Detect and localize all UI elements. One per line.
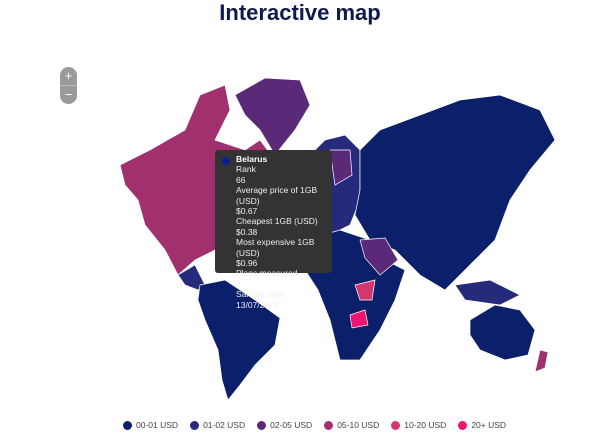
legend-item[interactable]: 02-05 USD [257, 420, 312, 430]
legend-dot-icon [257, 420, 267, 430]
region-southeast-asia[interactable] [454, 279, 521, 306]
tooltip-row: $0.67 [236, 206, 258, 217]
legend-item[interactable]: 20+ USD [458, 420, 506, 430]
zoom-out-button[interactable]: − [60, 85, 77, 104]
country-color-dot [222, 157, 230, 165]
tooltip-row: Average price of 1GB (USD) [236, 185, 318, 206]
legend: 00-01 USD 01-02 USD 02-05 USD 05-10 USD 10-2… [123, 420, 506, 430]
legend-dot-icon [391, 420, 401, 430]
region-africa-south[interactable] [349, 309, 369, 329]
tooltip-row: 13/07/2023 [236, 299, 279, 310]
tooltip-row: 2 [236, 278, 241, 289]
legend-item[interactable]: 10-20 USD [391, 420, 446, 430]
legend-dot-icon [458, 420, 468, 430]
country-tooltip: Belarus Rank 66 Average price of 1GB (USD)… [215, 150, 332, 310]
tooltip-row: $0.38 [236, 226, 258, 237]
legend-item[interactable]: 01-02 USD [190, 420, 245, 430]
legend-label: 00-01 USD [136, 420, 179, 430]
tooltip-rows: Rank 66 Average price of 1GB (USD) $0.67 Che… [236, 164, 332, 310]
tooltip-row: 66 [236, 174, 246, 185]
tooltip-row: Rank [236, 164, 256, 175]
region-europe-east[interactable] [329, 149, 353, 186]
region-greenland[interactable] [234, 77, 311, 156]
tooltip-row: Cheapest 1GB (USD) [236, 216, 318, 227]
legend-label: 01-02 USD [203, 420, 246, 430]
tooltip-row: Plans measured [236, 268, 298, 279]
legend-label: 10-20 USD [404, 420, 447, 430]
region-asia[interactable] [354, 94, 556, 291]
legend-dot-icon [123, 420, 132, 430]
legend-label: 05-10 USD [337, 420, 380, 430]
legend-dot-icon [190, 420, 200, 430]
legend-dot-icon [324, 420, 334, 430]
legend-label: 02-05 USD [270, 420, 313, 430]
region-new-zealand[interactable] [534, 349, 549, 373]
legend-item[interactable]: 00-01 USD [123, 420, 178, 430]
legend-item[interactable]: 05-10 USD [324, 420, 379, 430]
region-australia[interactable] [469, 304, 536, 361]
zoom-in-button[interactable]: + [64, 68, 73, 83]
region-south-america[interactable] [197, 279, 281, 401]
tooltip-row: Most expensive 1GB (USD) [236, 237, 315, 258]
zoom-control: + − [60, 67, 77, 104]
region-africa-east[interactable] [354, 279, 376, 301]
legend-label: 20+ USD [471, 420, 507, 430]
region-middle-east[interactable] [359, 237, 399, 276]
tooltip-row: $0.96 [236, 258, 258, 269]
tooltip-country: Belarus [236, 154, 268, 164]
tooltip-row: Sample data [236, 289, 284, 300]
page-title: Interactive map [219, 0, 381, 25]
